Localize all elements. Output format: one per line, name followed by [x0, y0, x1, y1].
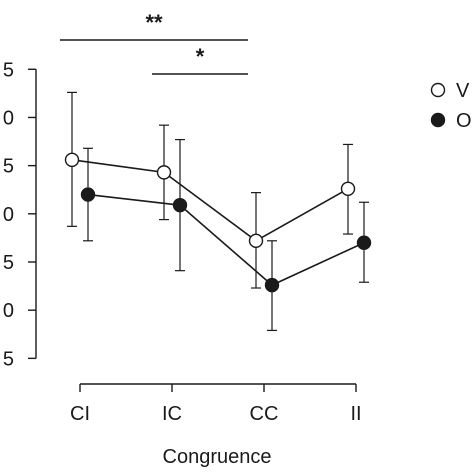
legend-label-v: V	[456, 80, 470, 102]
y-tick-label: 5	[3, 59, 14, 81]
significance-label: **	[145, 10, 163, 35]
data-point-o	[356, 235, 372, 250]
y-tick-label: 0	[3, 107, 14, 129]
x-axis: CI IC CC II	[70, 383, 362, 425]
data-point-o	[80, 187, 96, 202]
data-point-v	[340, 181, 356, 196]
legend: VO	[430, 80, 472, 132]
significance-label: *	[196, 44, 205, 69]
data-point-o	[172, 197, 188, 213]
series-line-v	[71, 159, 349, 242]
legend-label-o: O	[456, 110, 472, 132]
y-tick-label: 5	[3, 348, 14, 370]
series-layer	[64, 91, 372, 332]
y-tick-label: 5	[3, 252, 14, 274]
x-tick-label-cc: CC	[250, 403, 279, 425]
series-line-o	[87, 193, 365, 287]
legend-marker-v	[430, 82, 446, 98]
y-axis: 5 0 5 0 5 0 5	[3, 59, 37, 370]
x-axis-title: Congruence	[163, 446, 272, 468]
y-tick-label: 5	[3, 156, 14, 178]
data-point-o	[264, 277, 280, 293]
y-tick-label: 0	[3, 300, 14, 322]
y-tick-label: 0	[3, 204, 14, 226]
legend-marker-o	[430, 112, 446, 128]
data-point-v	[156, 165, 172, 180]
x-tick-label-ci: CI	[70, 403, 90, 425]
x-tick-label-ii: II	[350, 403, 361, 425]
data-point-v	[64, 152, 80, 168]
x-tick-label-ic: IC	[162, 403, 182, 425]
significance-brackets: ***	[60, 10, 248, 75]
data-point-v	[248, 233, 264, 249]
